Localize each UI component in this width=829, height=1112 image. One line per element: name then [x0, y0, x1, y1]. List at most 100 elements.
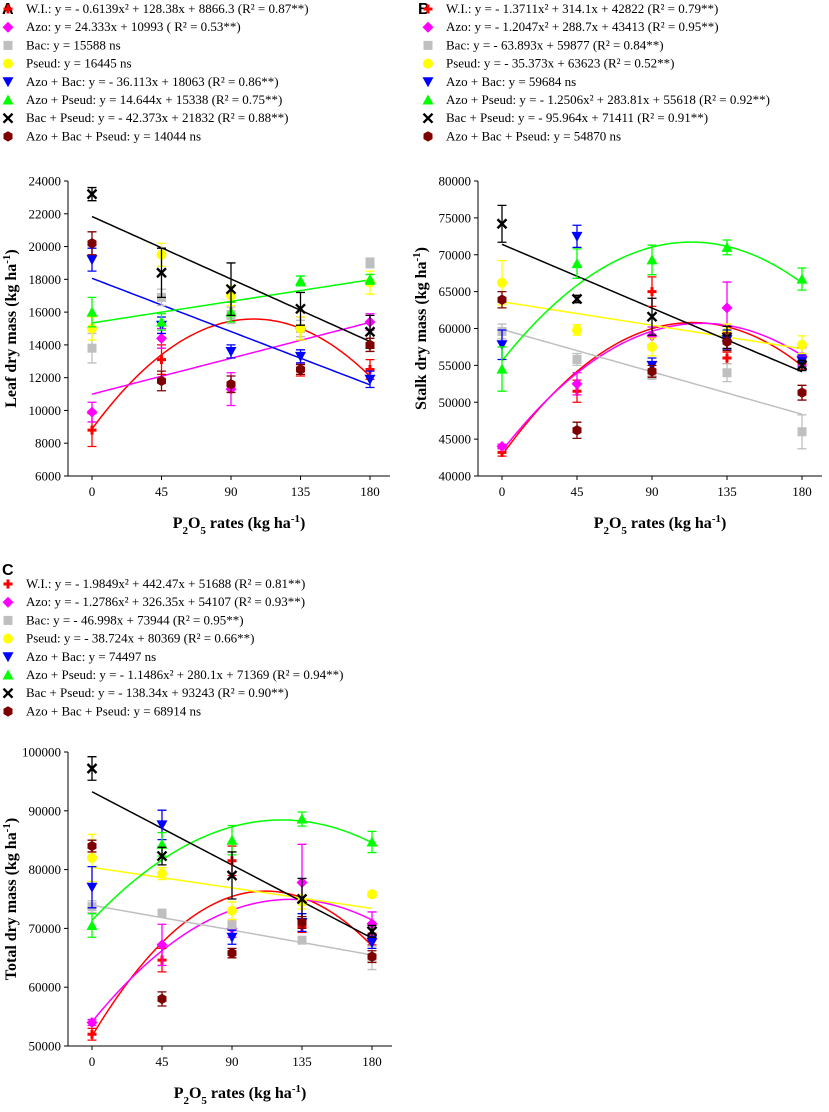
data-point	[646, 311, 658, 323]
x-tick-label: 135	[292, 1054, 312, 1069]
data-point	[227, 947, 237, 959]
data-point	[156, 267, 167, 279]
data-point	[87, 840, 97, 852]
data-point	[364, 326, 376, 338]
data-point	[367, 889, 377, 900]
legend-marker	[423, 40, 433, 50]
data-point	[296, 893, 308, 905]
data-point	[365, 258, 375, 268]
data-point	[86, 306, 98, 317]
data-point	[225, 346, 237, 357]
legend-entry: Azo: y = - 1.2786x² + 326.35x + 54107 (R…	[26, 594, 305, 609]
data-point	[87, 238, 97, 249]
data-point	[496, 441, 508, 452]
legend-marker	[3, 58, 13, 69]
legend-marker	[3, 4, 13, 14]
data-point	[86, 406, 98, 418]
data-point	[572, 354, 582, 364]
series	[86, 313, 376, 423]
legend-entry: Bac + Pseud: y = - 138.34x + 93243 (R² =…	[26, 685, 289, 700]
legend-marker	[422, 112, 434, 124]
data-point	[364, 273, 376, 284]
legend-marker	[3, 706, 13, 717]
series	[87, 839, 377, 1007]
data-point	[647, 366, 657, 377]
data-point	[496, 340, 508, 351]
series	[86, 756, 378, 938]
y-axis-label: Stalk dry mass (kg ha-1)	[411, 247, 430, 410]
y-tick-label: 8000	[35, 436, 61, 451]
legend-entry: Azo + Bac: y = 74497 ns	[26, 649, 156, 664]
y-tick-label: 6000	[35, 469, 61, 484]
legend-entry: Azo + Bac: y = 59684 ns	[446, 74, 576, 89]
data-point	[572, 324, 582, 335]
legend-marker	[423, 131, 433, 142]
data-point	[86, 188, 98, 200]
data-point	[646, 254, 658, 265]
data-point	[226, 379, 236, 390]
series	[87, 231, 375, 394]
y-axis-label: Leaf dry mass (kg ha-1)	[1, 249, 20, 408]
y-tick-label: 22000	[29, 206, 62, 221]
x-tick-label: 0	[89, 484, 96, 499]
legend-entry: Azo + Bac + Pseud: y = 68914 ns	[26, 703, 201, 718]
legend-marker	[422, 21, 434, 33]
chart-panel-c: W.I.: y = - 1.9849x² + 442.47x + 51688 (…	[1, 576, 392, 1107]
x-tick-label: 180	[362, 1054, 382, 1069]
data-point	[86, 763, 98, 774]
y-tick-label: 60000	[439, 321, 472, 336]
legend-entry: Azo + Bac: y = - 36.113x + 18063 (R² = 0…	[26, 74, 279, 89]
x-tick-label: 90	[646, 484, 659, 499]
data-point	[366, 925, 378, 937]
data-point	[571, 231, 583, 242]
y-tick-label: 16000	[29, 305, 62, 320]
legend-entry: Bac + Pseud: y = - 42.373x + 21832 (R² =…	[26, 110, 289, 125]
legend-marker	[423, 58, 433, 69]
data-point	[722, 336, 732, 347]
data-point	[496, 218, 508, 230]
legend-marker	[2, 669, 14, 680]
legend: W.I.: y = - 1.9849x² + 442.47x + 51688 (…	[2, 576, 343, 718]
y-tick-label: 80000	[439, 174, 472, 189]
x-tick-label: 45	[155, 484, 168, 499]
legend: W.I.: y = - 1.3711x² + 314.1x + 42822 (R…	[422, 1, 770, 143]
legend-marker	[2, 652, 14, 663]
data-point	[722, 353, 732, 363]
x-tick-label: 45	[156, 1054, 169, 1069]
y-tick-label: 60000	[29, 980, 62, 995]
data-point	[571, 378, 583, 390]
legend-entry: Pseud: y = - 35.373x + 63623 (R² = 0.52*…	[446, 56, 674, 71]
y-tick-label: 75000	[439, 210, 472, 225]
data-point	[156, 820, 168, 831]
legend-marker	[3, 615, 13, 625]
y-tick-label: 45000	[439, 432, 472, 447]
y-tick-label: 55000	[439, 358, 472, 373]
x-tick-label: 90	[226, 1054, 239, 1069]
legend-entry: Azo + Bac + Pseud: y = 14044 ns	[26, 128, 201, 143]
data-point	[87, 425, 97, 435]
y-tick-label: 20000	[29, 239, 62, 254]
data-point	[156, 939, 168, 951]
series	[86, 186, 376, 349]
legend-marker	[423, 4, 433, 14]
data-point	[497, 294, 507, 305]
series	[87, 833, 377, 921]
data-point	[571, 293, 583, 305]
chart-panel-a: W.I.: y = - 0.6139x² + 128.38x + 8866.3 …	[1, 1, 390, 537]
legend-marker	[3, 40, 13, 50]
legend-entry: Pseud: y = 16445 ns	[26, 56, 132, 71]
data-point	[87, 852, 97, 863]
legend: W.I.: y = - 0.6139x² + 128.38x + 8866.3 …	[2, 1, 309, 143]
y-tick-label: 70000	[29, 921, 62, 936]
y-tick-label: 12000	[29, 370, 62, 385]
data-point	[647, 287, 657, 297]
data-point	[796, 273, 808, 284]
fit-line	[91, 277, 371, 386]
data-point	[86, 882, 98, 893]
data-point	[496, 363, 508, 374]
y-tick-label: 14000	[29, 337, 62, 352]
data-point	[721, 241, 733, 252]
data-point	[366, 938, 378, 949]
legend-marker	[422, 77, 434, 88]
legend-marker	[2, 94, 14, 105]
